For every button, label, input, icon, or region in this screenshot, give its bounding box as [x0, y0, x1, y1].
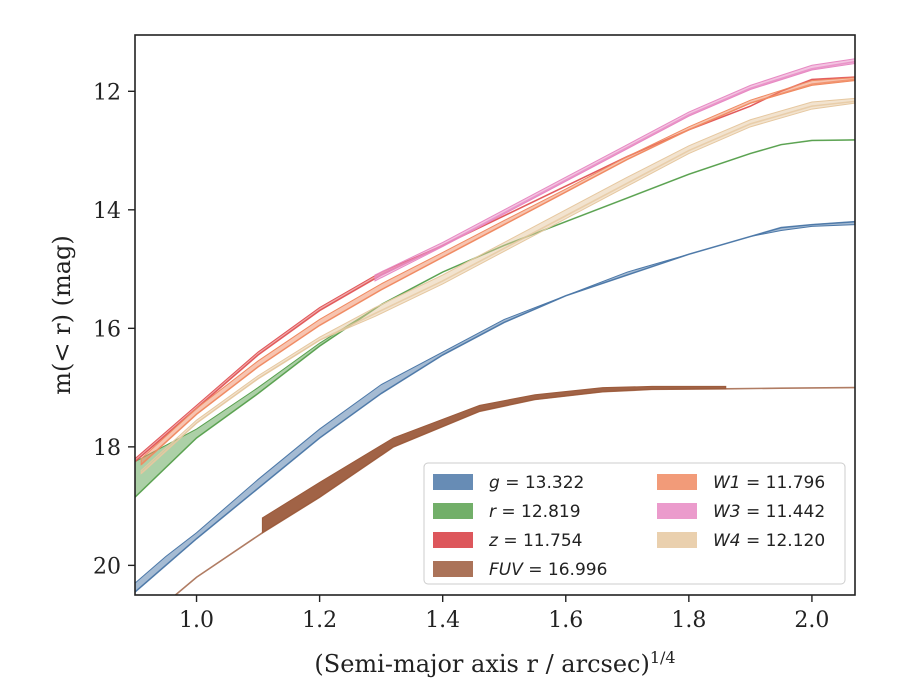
legend-swatch-r — [433, 503, 473, 519]
legend-label-w4: W4 = 12.120 — [713, 531, 825, 551]
series-line-w1 — [140, 78, 855, 466]
x-tick-label: 1.2 — [302, 608, 337, 633]
x-tick-label: 1.4 — [425, 608, 460, 633]
x-tick-label: 1.0 — [179, 608, 214, 633]
x-tick-label: 2.0 — [794, 608, 829, 633]
y-tick-label: 18 — [93, 436, 121, 461]
series-band-w3 — [374, 58, 855, 282]
plot-frame — [134, 34, 856, 596]
y-tick-label: 20 — [93, 554, 121, 579]
legend-swatch-w4 — [657, 532, 697, 548]
legend-swatch-g — [433, 474, 473, 490]
y-axis-label: m(< r) (mag) — [48, 235, 76, 394]
legend-swatch-z — [433, 532, 473, 548]
legend-label-g: g = 13.322 — [489, 473, 584, 493]
legend-swatch-w1 — [657, 474, 697, 490]
series-layer — [135, 58, 855, 595]
x-tick-label: 1.6 — [548, 608, 583, 633]
legend: g = 13.322 W1 = 11.796 r = 12.819 W3 = 11.4… — [423, 462, 846, 585]
ticks-layer: 1.0 1.2 1.4 1.6 1.8 2.0 12 14 16 18 20 — [93, 80, 829, 633]
series-line-fuv — [174, 386, 855, 595]
legend-label-r: r = 12.819 — [489, 502, 581, 522]
series-line-w3 — [374, 60, 855, 279]
legend-box — [423, 462, 846, 585]
series-line-g — [135, 220, 855, 593]
legend-label-w3: W3 = 11.442 — [713, 502, 825, 522]
x-axis-label: (Semi-major axis r / arcsec)1/4 — [314, 648, 675, 678]
legend-swatch-fuv — [433, 561, 473, 577]
legend-label-fuv: FUV = 16.996 — [489, 560, 607, 580]
y-tick-label: 14 — [93, 199, 121, 224]
y-tick-label: 12 — [93, 80, 121, 105]
legend-swatch-w3 — [657, 503, 697, 519]
series-line-w4 — [140, 100, 855, 475]
x-tick-label: 1.8 — [671, 608, 706, 633]
legend-label-w1: W1 = 11.796 — [713, 473, 825, 493]
legend-label-z: z = 11.754 — [488, 531, 582, 551]
series-band-w4 — [140, 97, 855, 475]
y-tick-label: 16 — [93, 317, 121, 342]
